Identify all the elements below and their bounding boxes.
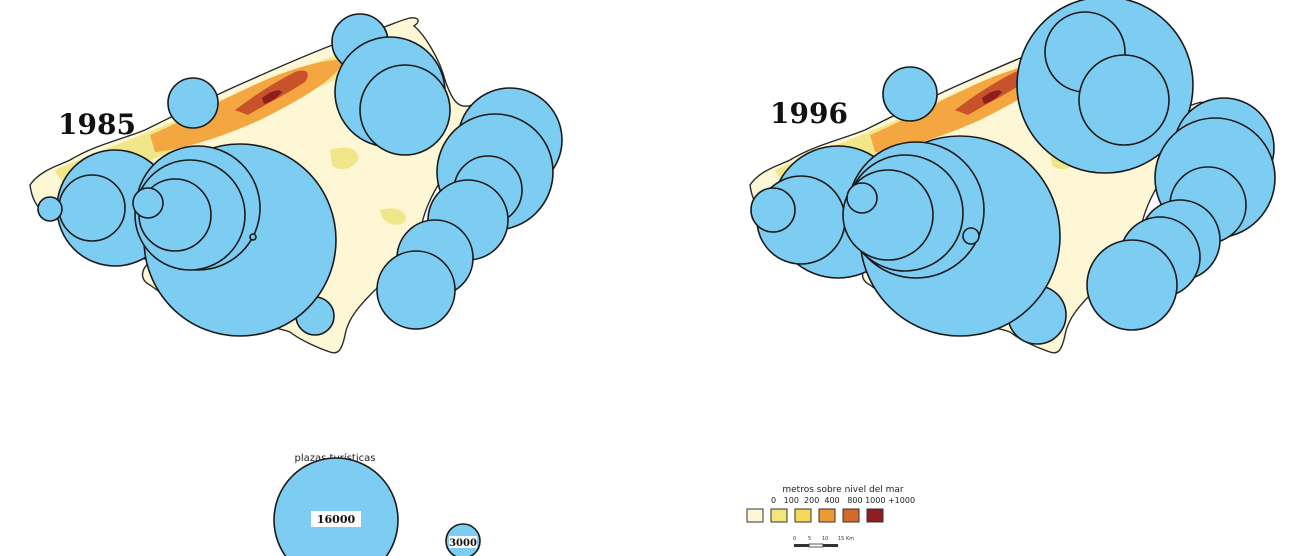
map-1985: 1985: [29, 13, 563, 354]
scale-segment-3: [823, 544, 838, 547]
year-label-1985: 1985: [58, 108, 136, 141]
year-label-1996: 1996: [770, 97, 848, 130]
elev-swatch-2: [794, 508, 812, 523]
elevation-legend: metros sobre nivel del mar 0 100 200 400…: [746, 485, 915, 523]
scale-segment-1: [794, 544, 809, 547]
scale-tick-5: 5: [808, 536, 811, 542]
elev-swatch-1: [770, 508, 788, 523]
scale-tick-10: 10: [822, 536, 828, 542]
elev-swatch-3: [818, 508, 836, 523]
tourist-bubble-1985-3: [167, 77, 219, 129]
bubbles-1985: [37, 13, 563, 337]
elevation-legend-breaks: 0 100 200 400 800 1000 +1000: [771, 496, 915, 505]
scale-segment-2: [808, 543, 824, 548]
tourist-bubble-1985-9: [376, 250, 456, 330]
elev-swatch-0: [746, 508, 764, 523]
elevation-south-1985: [380, 208, 406, 225]
scale-tick-0: 0: [793, 536, 796, 542]
tourist-bubble-1996-13: [750, 187, 796, 233]
legend-circle-16000: [273, 457, 399, 556]
tourist-bubble-1996-3: [882, 66, 938, 122]
elevation-east-1985: [330, 147, 359, 170]
scale-bar: 0 5 10 15 Km: [793, 536, 854, 548]
tourist-bubble-1996-2: [1078, 54, 1170, 146]
elev-swatch-4: [842, 508, 860, 523]
legend-label-bg-3000: [449, 536, 477, 548]
legend-label-3000: 3000: [449, 538, 477, 549]
map-1996: 1996: [749, 0, 1276, 354]
scale-tick-15: 15 Km: [838, 536, 854, 542]
size-legend: plazas turísticas 16000 3000: [273, 452, 481, 556]
elevation-peak-1996: [982, 90, 1002, 104]
tourist-bubble-1985-13: [37, 196, 63, 222]
tourist-bubble-1996-18: [846, 182, 878, 214]
tourist-bubble-1985-18: [132, 187, 164, 219]
tourist-bubble-1996-9: [1086, 239, 1178, 331]
tourist-bubble-1985-2: [359, 64, 451, 156]
elev-swatch-5: [866, 508, 884, 523]
elevation-legend-title: metros sobre nivel del mar: [782, 485, 904, 495]
tourist-bubble-1996-19: [962, 227, 980, 245]
tourist-bubble-1985-19: [249, 233, 257, 241]
legend-label-bg-16000: [311, 511, 361, 527]
legend-label-16000: 16000: [317, 513, 356, 526]
bubbles-1996: [750, 0, 1276, 345]
tourist-bubble-1985-12: [58, 174, 126, 242]
elevation-peak-1985: [262, 90, 282, 104]
